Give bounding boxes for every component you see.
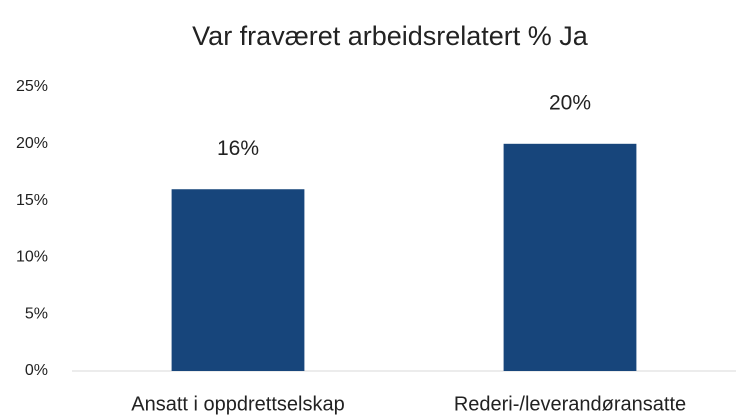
y-tick-label: 10% bbox=[16, 249, 48, 266]
data-label: 16% bbox=[217, 137, 259, 160]
bar bbox=[171, 189, 305, 371]
chart-title: Var fraværet arbeidsrelatert % Ja bbox=[192, 21, 589, 51]
bar bbox=[503, 143, 637, 371]
y-tick-label: 0% bbox=[25, 362, 48, 379]
x-tick-label: Ansatt i oppdrettselskap bbox=[131, 393, 344, 415]
x-tick-label: Rederi-/leverandøransatte bbox=[454, 393, 686, 415]
y-tick-label: 25% bbox=[16, 78, 48, 95]
y-tick-label: 15% bbox=[16, 192, 48, 209]
data-label: 20% bbox=[549, 91, 591, 114]
y-tick-label: 20% bbox=[16, 135, 48, 152]
y-tick-label: 5% bbox=[25, 305, 48, 322]
